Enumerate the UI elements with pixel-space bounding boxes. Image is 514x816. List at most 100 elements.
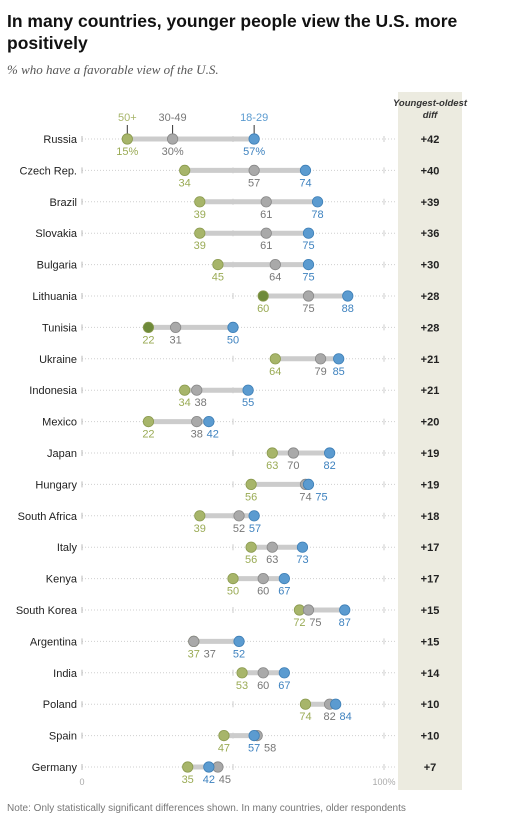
- dot-young: [278, 667, 290, 679]
- value-label-old: 56: [245, 491, 257, 503]
- dot-young: [248, 133, 260, 145]
- dot-young: [278, 572, 290, 585]
- dot-old: [245, 541, 257, 553]
- diff-value: +14: [421, 668, 441, 680]
- country-label: Czech Rep.: [20, 165, 77, 177]
- dot-old: [194, 510, 206, 522]
- dot-young: [302, 227, 315, 239]
- dot-old: [142, 321, 155, 333]
- value-label-young: 42: [203, 774, 215, 786]
- value-label-middle: 31: [169, 334, 181, 346]
- value-label-middle: 38: [191, 429, 203, 441]
- value-label-young: 75: [302, 272, 314, 284]
- dot-middle: [257, 572, 269, 585]
- value-label-old: 72: [293, 617, 305, 629]
- diff-value: +20: [421, 417, 440, 429]
- diff-value: +40: [421, 165, 440, 177]
- value-label-old: 74: [299, 711, 311, 723]
- diff-value: +42: [421, 134, 440, 146]
- dot-young: [248, 729, 260, 742]
- dot-young: [299, 164, 312, 176]
- value-label-old: 34: [179, 397, 191, 409]
- value-label-middle: 58: [264, 743, 276, 755]
- diff-value: +21: [421, 385, 440, 397]
- diff-value: +17: [421, 574, 440, 586]
- country-label: Indonesia: [29, 385, 78, 397]
- country-label: Lithuania: [32, 291, 78, 303]
- diff-value: +28: [421, 291, 440, 303]
- dot-middle: [302, 290, 315, 302]
- value-label-old: 34: [179, 177, 191, 189]
- dot-middle: [188, 635, 200, 648]
- dot-young: [324, 447, 336, 459]
- dot-old: [182, 761, 194, 773]
- value-label-middle: 30%: [162, 146, 184, 158]
- value-label-old: 39: [194, 523, 206, 535]
- dot-middle: [314, 353, 327, 365]
- diff-value: +30: [421, 260, 440, 272]
- value-label-old: 37: [188, 648, 200, 660]
- diff-value: +19: [421, 479, 440, 491]
- value-label-old: 63: [266, 460, 278, 472]
- value-label-old: 45: [212, 272, 224, 284]
- country-label: Poland: [43, 699, 77, 711]
- dot-middle: [248, 164, 260, 176]
- country-label: Brazil: [49, 197, 77, 209]
- diff-value: +17: [421, 542, 440, 554]
- country-label: Hungary: [35, 479, 77, 491]
- dot-middle: [269, 258, 281, 271]
- legend-label-old: 50+: [118, 112, 137, 124]
- dot-young: [248, 510, 260, 522]
- footnote: Note: Only statistically significant dif…: [7, 803, 406, 814]
- dot-old: [227, 572, 239, 585]
- value-label-young: 67: [278, 586, 290, 598]
- country-label: India: [53, 668, 78, 680]
- dot-young: [333, 353, 345, 365]
- value-label-young: 42: [207, 429, 219, 441]
- country-label: Kenya: [46, 574, 78, 586]
- legend-label-young: 18-29: [240, 112, 268, 124]
- value-label-young: 57: [249, 523, 261, 535]
- value-label-young: 87: [339, 617, 351, 629]
- value-label-young: 73: [296, 554, 308, 566]
- dot-old: [236, 667, 248, 679]
- country-label: Tunisia: [42, 322, 78, 334]
- dot-young: [311, 196, 324, 208]
- value-label-young: 55: [242, 397, 254, 409]
- dot-middle: [233, 510, 245, 522]
- value-label-young: 84: [340, 711, 352, 723]
- dot-middle: [170, 321, 182, 333]
- dot-middle: [260, 227, 272, 239]
- dot-old: [194, 227, 206, 239]
- x-tick-label-min: 0: [79, 777, 84, 787]
- value-label-young: 88: [342, 303, 354, 315]
- diff-value: +19: [421, 448, 440, 460]
- value-label-middle: 79: [314, 366, 326, 378]
- country-label: Spain: [49, 731, 77, 743]
- value-label-middle: 60: [257, 680, 269, 692]
- value-label-middle: 61: [260, 209, 272, 221]
- value-label-middle: 64: [269, 272, 281, 284]
- dot-old: [218, 729, 230, 742]
- diff-value: +21: [421, 354, 440, 366]
- value-label-middle: 82: [324, 711, 336, 723]
- diff-value: +10: [421, 699, 440, 711]
- legend-label-middle: 30-49: [159, 112, 187, 124]
- diff-value: +15: [421, 605, 440, 617]
- dot-young: [302, 478, 315, 490]
- dot-middle: [302, 604, 315, 616]
- value-label-middle: 57: [248, 177, 260, 189]
- country-label: Russia: [43, 134, 78, 146]
- value-label-young: 50: [227, 334, 239, 346]
- diff-header-line2: diff: [423, 110, 438, 121]
- dot-old: [212, 258, 224, 271]
- dot-old: [266, 447, 278, 459]
- value-label-old: 56: [245, 554, 257, 566]
- value-label-old: 60: [257, 303, 269, 315]
- country-label: Slovakia: [35, 228, 77, 240]
- dot-middle: [191, 384, 203, 396]
- dot-young: [339, 604, 351, 616]
- dot-young: [302, 258, 315, 271]
- value-label-middle: 45: [219, 774, 231, 786]
